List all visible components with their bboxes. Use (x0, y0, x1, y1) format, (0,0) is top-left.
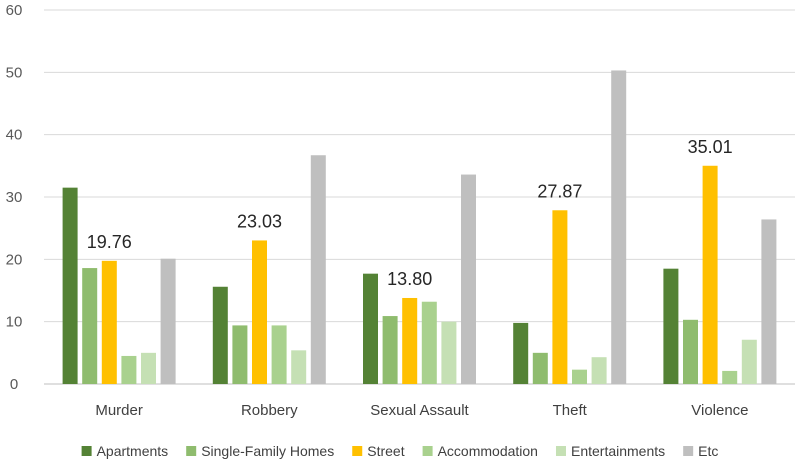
legend-swatch (555, 446, 566, 456)
bar-apartments (663, 268, 679, 384)
bar-street (101, 260, 117, 384)
legend-swatch (422, 446, 433, 456)
bar-street (552, 210, 568, 384)
y-tick-label: 60 (6, 2, 23, 19)
x-category-label: Sexual Assault (370, 402, 469, 419)
gridlines (44, 9, 795, 385)
bar-entertainments (141, 352, 156, 384)
bar-etc (310, 155, 326, 384)
legend-swatch (683, 446, 694, 456)
bar-accommodation (572, 369, 587, 384)
legend-swatch (81, 446, 92, 456)
x-axis-categories: Murder Robbery Sexual Assault Theft Violence (95, 402, 748, 419)
legend-swatch (186, 446, 197, 456)
bar-single-family-homes (382, 316, 398, 384)
bar-accommodation (722, 370, 738, 384)
data-label: 35.01 (688, 137, 733, 157)
legend-label: Street (367, 443, 404, 459)
bar-accommodation (421, 301, 437, 384)
x-category-label: Robbery (241, 402, 298, 419)
legend-label: Apartments (97, 443, 169, 459)
legend-item: Etc (683, 443, 718, 459)
legend: Apartments Single-Family Homes Street Accom… (81, 443, 718, 459)
legend-item: Entertainments (555, 443, 665, 459)
x-category-label: Violence (691, 402, 748, 419)
bar-etc (611, 70, 627, 385)
bar-entertainments (741, 339, 757, 384)
legend-label: Accommodation (438, 443, 538, 459)
bar-accommodation (121, 355, 137, 384)
y-tick-label: 10 (6, 314, 23, 331)
bar-apartments (212, 286, 228, 384)
bar-apartments (363, 273, 378, 384)
bar-entertainments (441, 321, 457, 384)
bar-single-family-homes (232, 325, 248, 384)
y-tick-label: 30 (6, 189, 23, 206)
legend-item: Accommodation (422, 443, 538, 459)
bar-apartments (62, 187, 78, 384)
x-category-label: Theft (553, 402, 588, 419)
bar-etc (160, 258, 176, 384)
y-tick-label: 0 (10, 376, 18, 393)
data-labels: 19.76 23.03 13.80 27.87 35.01 (87, 137, 733, 289)
bar-single-family-homes (532, 352, 548, 384)
bar-street (402, 297, 418, 384)
y-tick-label: 20 (6, 251, 23, 268)
bar-etc (461, 174, 476, 384)
bar-apartments (513, 322, 529, 384)
data-label: 27.87 (537, 181, 582, 201)
y-axis-ticks: 0 10 20 30 40 50 60 (6, 2, 23, 393)
legend-item: Street (352, 443, 405, 459)
data-label: 19.76 (87, 232, 132, 252)
data-label: 13.80 (387, 269, 432, 289)
bar-single-family-homes (683, 319, 698, 384)
bar-street (702, 165, 718, 384)
legend-item: Single-Family Homes (186, 443, 334, 459)
bar-entertainments (591, 357, 607, 384)
bar-etc (761, 219, 777, 384)
legend-swatch (352, 446, 363, 456)
y-tick-label: 40 (6, 127, 23, 144)
y-tick-label: 50 (6, 64, 23, 81)
legend-label: Etc (698, 443, 718, 459)
legend-label: Single-Family Homes (201, 443, 334, 459)
bar-single-family-homes (82, 268, 98, 384)
data-label: 23.03 (237, 211, 282, 231)
x-category-label: Murder (95, 402, 143, 419)
bars (62, 70, 777, 385)
legend-item: Apartments (81, 443, 169, 459)
bar-accommodation (271, 325, 287, 384)
legend-label: Entertainments (571, 443, 665, 459)
bar-street (252, 240, 267, 384)
bar-entertainments (291, 350, 307, 384)
